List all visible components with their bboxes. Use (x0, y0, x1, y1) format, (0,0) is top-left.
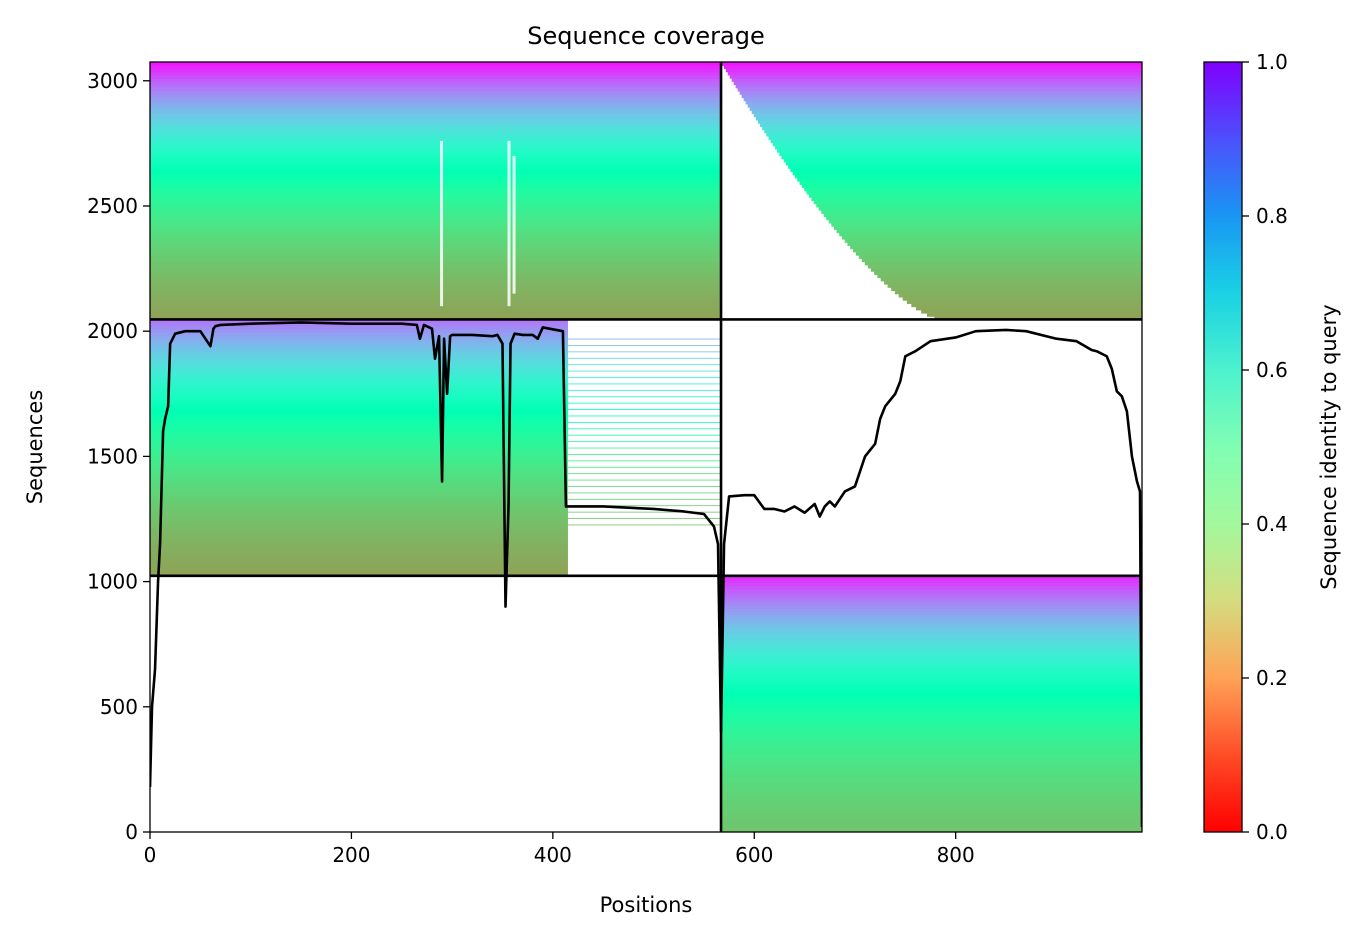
x-tick-label: 0 (144, 843, 157, 867)
colorbar (1203, 61, 1243, 833)
colorbar-tick-label: 0.6 (1256, 358, 1288, 382)
gap-stripe (507, 140, 511, 307)
colorbar-label: Sequence identity to query (1317, 304, 1341, 589)
y-tick-label: 2000 (87, 319, 138, 343)
colorbar-tick-label: 0.4 (1256, 512, 1288, 536)
msa-block-4 (721, 575, 1142, 832)
y-tick-label: 3000 (87, 69, 138, 93)
y-tick-label: 0 (125, 820, 138, 844)
gap-stripe (512, 155, 516, 294)
msa-block-1 (150, 62, 722, 321)
colorbar-tick-label: 0.8 (1256, 204, 1288, 228)
x-tick-label: 800 (937, 843, 975, 867)
y-tick-label: 1500 (87, 444, 138, 468)
colorbar-tick-label: 0.2 (1256, 666, 1288, 690)
msa-block-2 (721, 62, 1142, 321)
coverage-line (150, 321, 1142, 827)
colorbar-tick-label: 1.0 (1256, 50, 1288, 74)
x-tick-label: 400 (534, 843, 572, 867)
gap-stripe (440, 140, 444, 307)
x-axis-label: Positions (600, 893, 693, 917)
chart-title: Sequence coverage (527, 22, 764, 50)
y-tick-label: 1000 (87, 570, 138, 594)
colorbar-tick-label: 0.0 (1256, 820, 1288, 844)
msa-block-3 (150, 319, 722, 577)
x-tick-label: 600 (735, 843, 773, 867)
plot-frame (149, 61, 1143, 833)
y-axis-label: Sequences (23, 390, 47, 505)
y-tick-label: 2500 (87, 194, 138, 218)
y-tick-label: 500 (100, 695, 138, 719)
plot-area (150, 62, 1142, 832)
x-tick-label: 200 (332, 843, 370, 867)
